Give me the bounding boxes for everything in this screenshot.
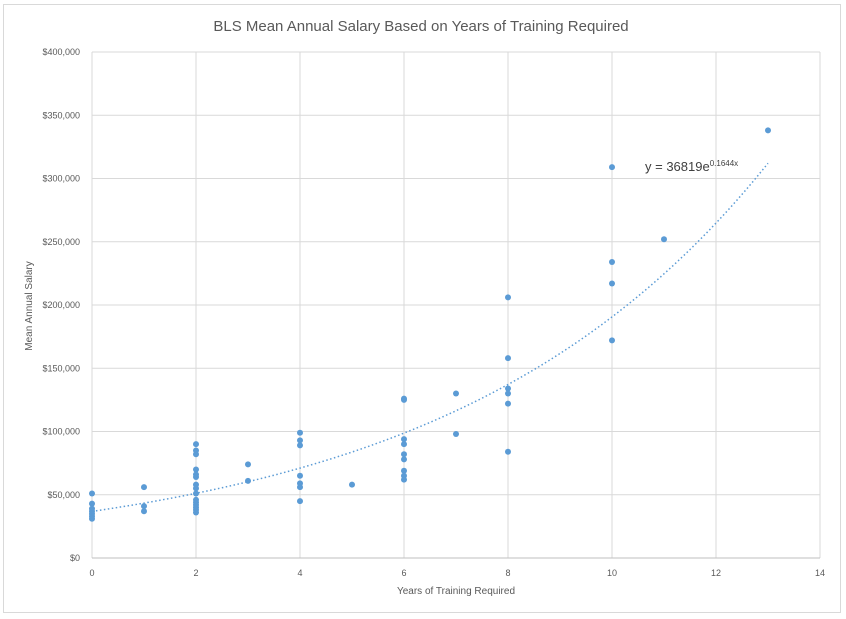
data-point <box>505 448 511 455</box>
data-point <box>245 477 251 484</box>
y-tick-label: $0 <box>70 553 80 563</box>
data-points <box>89 127 771 522</box>
y-tick-label: $350,000 <box>42 110 80 120</box>
data-point <box>505 400 511 407</box>
data-point <box>297 484 303 491</box>
data-point <box>453 431 459 438</box>
x-tick-labels: 0 2 4 6 8 10 12 14 <box>89 568 825 578</box>
x-axis-label: Years of Training Required <box>397 586 515 597</box>
data-point <box>245 461 251 468</box>
x-tick-label: 6 <box>401 568 406 578</box>
y-tick-label: $200,000 <box>42 300 80 310</box>
data-point <box>89 500 95 507</box>
x-tick-label: 8 <box>505 568 510 578</box>
data-point <box>297 472 303 479</box>
trendline-equation: y = 36819e0.1644x <box>645 159 738 174</box>
y-tick-label: $300,000 <box>42 174 80 184</box>
y-tick-label: $150,000 <box>42 363 80 373</box>
data-point <box>401 467 407 474</box>
x-tick-label: 4 <box>297 568 302 578</box>
data-point <box>193 466 199 473</box>
trendline <box>91 162 769 513</box>
data-point <box>401 441 407 448</box>
data-point <box>193 490 199 497</box>
equation-base: y = 36819e <box>645 159 710 174</box>
x-tick-label: 12 <box>711 568 721 578</box>
data-point <box>453 390 459 397</box>
x-tick-label: 10 <box>607 568 617 578</box>
data-point <box>401 476 407 483</box>
chart-title: BLS Mean Annual Salary Based on Years of… <box>213 18 628 35</box>
data-point <box>297 442 303 449</box>
data-point <box>297 437 303 444</box>
data-point <box>89 490 95 497</box>
data-point <box>297 429 303 436</box>
data-point <box>141 484 147 491</box>
y-tick-label: $100,000 <box>42 427 80 437</box>
data-point <box>193 451 199 458</box>
data-point <box>505 355 511 362</box>
data-point <box>609 164 615 171</box>
data-point <box>661 236 667 243</box>
data-point <box>349 481 355 488</box>
data-point <box>401 436 407 443</box>
data-point <box>505 390 511 397</box>
data-point <box>609 337 615 344</box>
data-point <box>193 485 199 492</box>
data-point <box>141 508 147 515</box>
data-point <box>609 280 615 287</box>
y-axis-label: Mean Annual Salary <box>24 261 35 351</box>
data-point <box>609 258 615 265</box>
x-tick-label: 2 <box>193 568 198 578</box>
y-tick-labels: $0 $50,000 $100,000 $150,000 $200,000 $250,00… <box>42 47 80 563</box>
data-point <box>505 294 511 301</box>
y-tick-label: $400,000 <box>42 47 80 57</box>
data-point <box>89 515 95 522</box>
data-point <box>193 474 199 481</box>
data-point <box>401 451 407 458</box>
data-point <box>193 509 199 516</box>
data-point <box>505 385 511 392</box>
data-point <box>193 441 199 448</box>
equation-exponent: 0.1644x <box>710 159 738 168</box>
y-tick-label: $250,000 <box>42 237 80 247</box>
data-point <box>141 503 147 510</box>
x-tick-label: 0 <box>89 568 94 578</box>
grid <box>91 51 821 559</box>
data-point <box>401 456 407 463</box>
x-tick-label: 14 <box>815 568 825 578</box>
data-point <box>401 396 407 403</box>
y-tick-label: $50,000 <box>47 490 80 500</box>
data-point <box>297 498 303 505</box>
data-point <box>765 127 771 134</box>
